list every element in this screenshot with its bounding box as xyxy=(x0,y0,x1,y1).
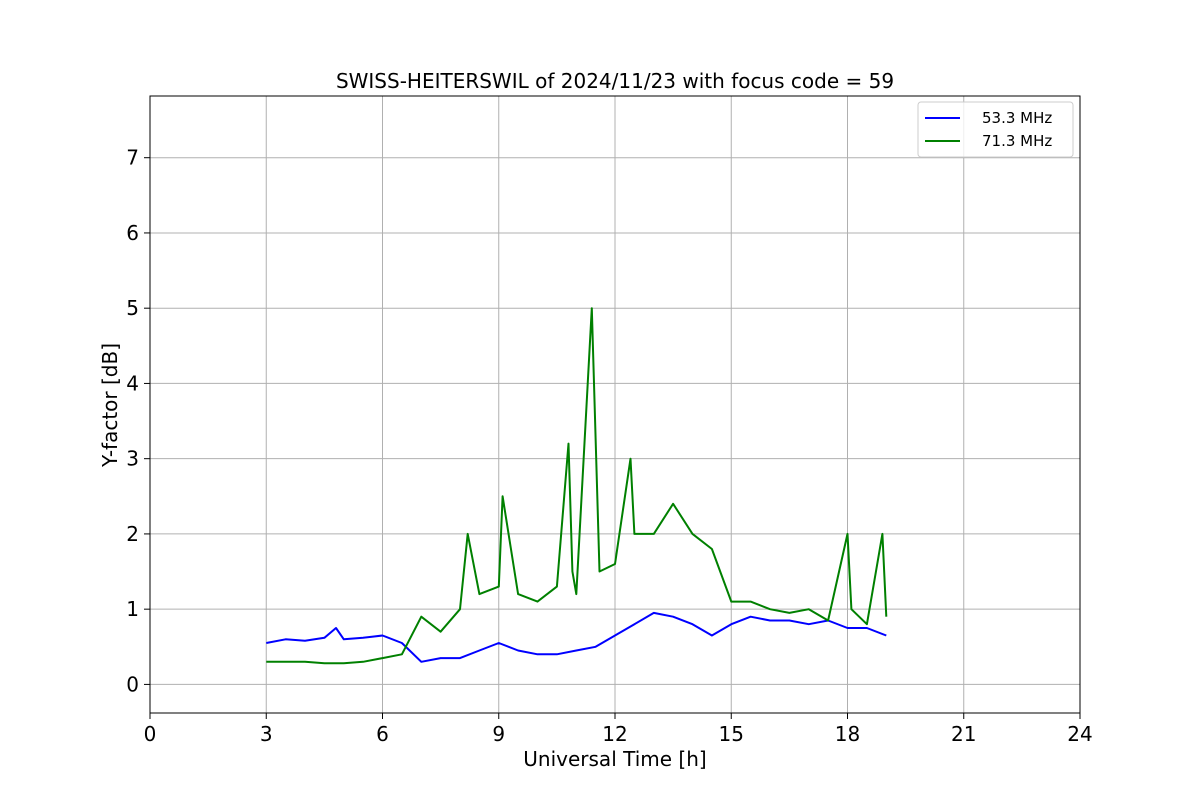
x-tick-label: 9 xyxy=(492,722,505,746)
x-axis-label: Universal Time [h] xyxy=(523,747,706,771)
legend-label-53mhz: 53.3 MHz xyxy=(982,109,1052,127)
y-tick-label: 7 xyxy=(126,146,139,170)
x-tick-label: 3 xyxy=(260,722,273,746)
y-tick-label: 5 xyxy=(126,296,139,320)
series-line-0 xyxy=(266,611,887,663)
x-tick-label: 18 xyxy=(835,722,860,746)
y-tick-label: 4 xyxy=(126,371,139,395)
x-tick-label: 15 xyxy=(719,722,744,746)
legend-label-71mhz: 71.3 MHz xyxy=(982,132,1052,150)
y-tick-label: 3 xyxy=(126,447,139,471)
legend-box xyxy=(917,101,1074,158)
y-tick-label: 1 xyxy=(126,597,139,621)
y-axis-label: Y-factor [dB] xyxy=(98,343,122,468)
series-layer xyxy=(266,307,888,665)
x-tick-label: 0 xyxy=(144,722,157,746)
x-tick-label: 6 xyxy=(376,722,389,746)
y-tick-label: 6 xyxy=(126,221,139,245)
chart-title: SWISS-HEITERSWIL of 2024/11/23 with focu… xyxy=(336,69,894,93)
x-tick-label: 24 xyxy=(1067,722,1092,746)
y-tick-label: 2 xyxy=(126,522,139,546)
x-tick-label: 12 xyxy=(602,722,627,746)
series-line-1 xyxy=(266,307,888,665)
x-tick-label: 21 xyxy=(951,722,976,746)
legend: 53.3 MHz 71.3 MHz xyxy=(917,101,1074,158)
y-tick-label: 0 xyxy=(126,672,139,696)
